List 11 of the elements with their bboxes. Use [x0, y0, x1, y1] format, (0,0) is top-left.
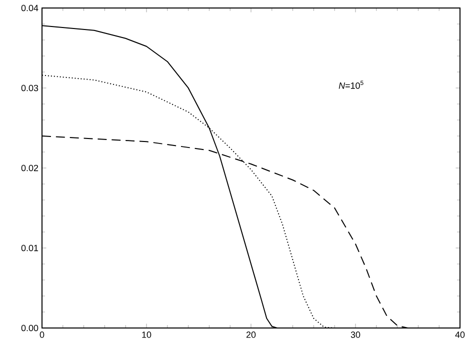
x-tick-label: 10: [142, 332, 152, 338]
y-tick-label: 0.04: [21, 4, 38, 12]
annotation: N=10$^{5}$: [338, 80, 364, 89]
x-tick-label: 30: [350, 332, 360, 338]
x-tick-label: 20: [246, 332, 256, 338]
x-tick-label: 0: [40, 332, 44, 338]
y-tick-label: 0.00: [21, 324, 38, 332]
x-tick-label: 40: [455, 332, 465, 338]
y-tick-label: 0.01: [21, 244, 38, 252]
y-tick-label: 0.03: [21, 84, 38, 92]
y-tick-label: 0.02: [21, 164, 38, 172]
